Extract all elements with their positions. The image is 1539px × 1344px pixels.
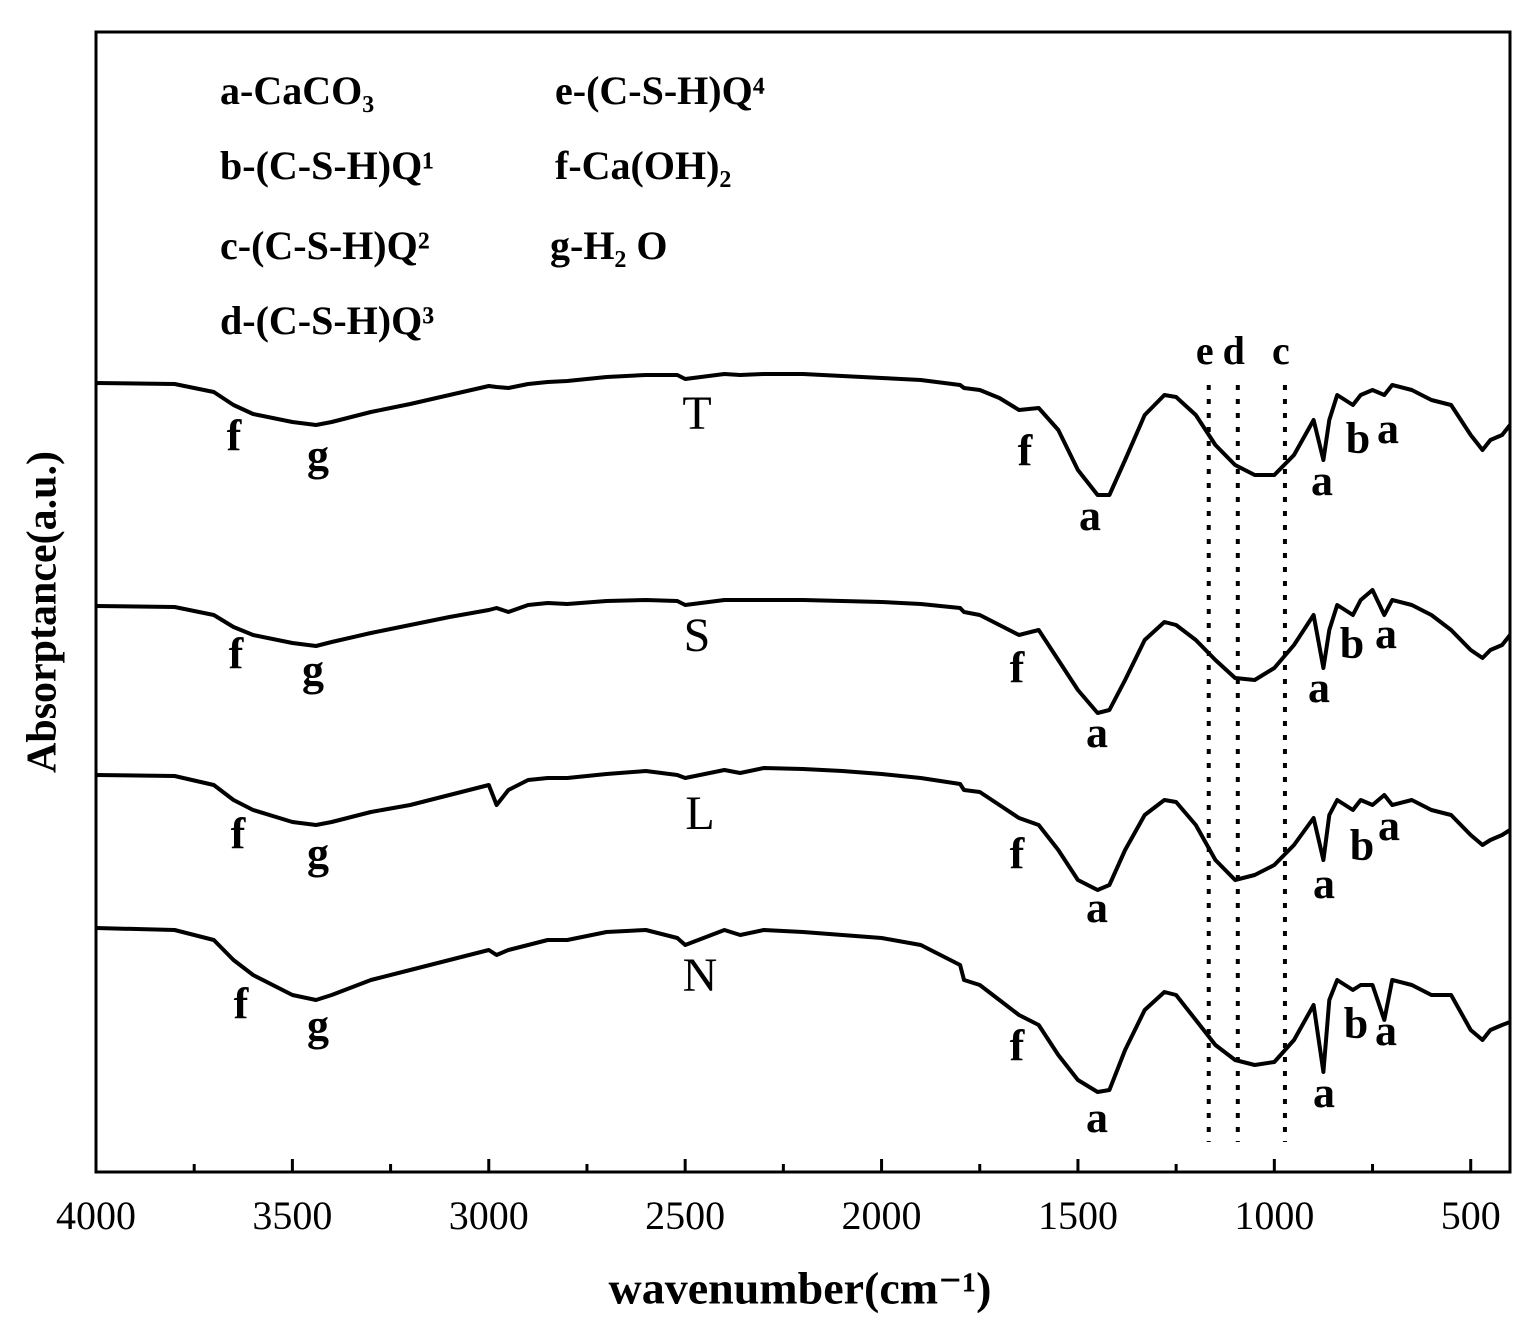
x-tick-label: 3500 bbox=[252, 1193, 332, 1238]
reference-label: d bbox=[1223, 328, 1245, 373]
peak-label: a bbox=[1375, 609, 1397, 658]
peak-label: g bbox=[307, 431, 329, 480]
legend-entry: e-(C-S-H)Q⁴ bbox=[555, 68, 765, 113]
series-label: S bbox=[684, 609, 711, 662]
reference-label: c bbox=[1272, 328, 1290, 373]
peak-label: g bbox=[302, 646, 324, 695]
peak-label: f bbox=[234, 979, 250, 1028]
series-label: N bbox=[683, 949, 718, 1002]
peak-label: a bbox=[1086, 1093, 1108, 1142]
peak-label: f bbox=[227, 411, 243, 460]
legend-entry: f-Ca(OH)₂ bbox=[555, 143, 731, 188]
spectrum-line bbox=[95, 372, 1512, 497]
spectrum-line bbox=[95, 766, 1512, 892]
peak-label: a bbox=[1308, 663, 1330, 712]
legend-entry: a-CaCO₃ bbox=[220, 68, 374, 113]
legend-entry: d-(C-S-H)Q³ bbox=[220, 298, 434, 343]
x-tick-label: 500 bbox=[1441, 1193, 1501, 1238]
y-axis-label: Absorptance(a.u.) bbox=[20, 451, 66, 773]
x-tick-label: 1500 bbox=[1038, 1193, 1118, 1238]
peak-label: f bbox=[1010, 829, 1026, 878]
series-label: L bbox=[685, 787, 714, 840]
peak-label: f bbox=[231, 809, 247, 858]
peak-label: b bbox=[1340, 619, 1364, 668]
peak-label: f bbox=[1018, 426, 1034, 475]
x-tick-label: 2500 bbox=[645, 1193, 725, 1238]
peak-label: a bbox=[1313, 1068, 1335, 1117]
peak-label: a bbox=[1377, 404, 1399, 453]
peak-label: b bbox=[1350, 821, 1374, 870]
peak-label: a bbox=[1378, 801, 1400, 850]
spectrum-line bbox=[95, 926, 1511, 1094]
peak-label: b bbox=[1346, 414, 1370, 463]
x-tick-label: 3000 bbox=[449, 1193, 529, 1238]
x-tick-label: 2000 bbox=[842, 1193, 922, 1238]
peak-label: a bbox=[1311, 456, 1333, 505]
peak-label: a bbox=[1079, 491, 1101, 540]
x-tick-label: 4000 bbox=[56, 1193, 136, 1238]
peak-label: a bbox=[1086, 708, 1108, 757]
peak-label: f bbox=[1010, 1021, 1026, 1070]
x-axis-label: wavenumber(cm⁻¹) bbox=[609, 1263, 992, 1314]
peak-label: f bbox=[1010, 643, 1026, 692]
peak-label: a bbox=[1086, 883, 1108, 932]
peak-label: g bbox=[307, 1001, 329, 1050]
x-tick-label: 1000 bbox=[1234, 1193, 1314, 1238]
legend-entry: b-(C-S-H)Q¹ bbox=[220, 143, 434, 188]
peak-label: a bbox=[1375, 1006, 1397, 1055]
spectrum-line bbox=[95, 588, 1512, 715]
legend-entry: c-(C-S-H)Q² bbox=[220, 223, 430, 268]
series-label: T bbox=[682, 387, 711, 440]
reference-label: e bbox=[1196, 328, 1214, 373]
plot-frame bbox=[94, 30, 1512, 1174]
peak-label: g bbox=[307, 829, 329, 878]
peak-label: a bbox=[1313, 859, 1335, 908]
peak-label: b bbox=[1344, 999, 1368, 1048]
legend-entry: g-H₂ O bbox=[550, 223, 668, 268]
peak-label: f bbox=[229, 629, 245, 678]
